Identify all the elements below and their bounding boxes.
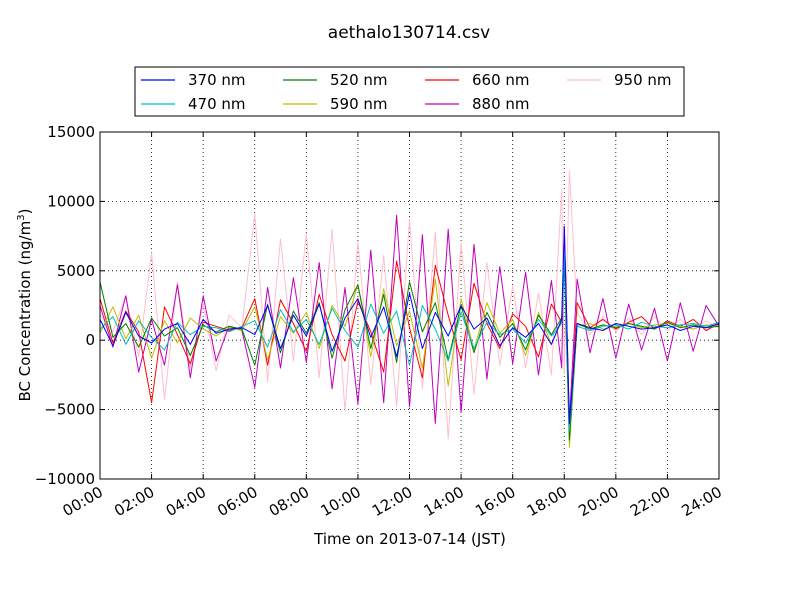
- y-tick-label: −5000: [44, 401, 95, 419]
- legend-label: 880 nm: [472, 95, 530, 113]
- x-axis-label: Time on 2013-07-14 (JST): [313, 530, 506, 548]
- y-tick-label: 15000: [47, 123, 95, 141]
- legend-label: 520 nm: [330, 71, 388, 89]
- series-line-880nm: [99, 214, 720, 424]
- y-axis-label-superscript: 3: [16, 214, 27, 220]
- legend-label: 470 nm: [188, 95, 246, 113]
- axis-ticks: [99, 131, 720, 480]
- legend-label: 950 nm: [614, 71, 672, 89]
- legend-label: 660 nm: [472, 71, 530, 89]
- legend-frame: [134, 66, 685, 117]
- y-tick-label: 0: [85, 331, 95, 349]
- legend: 370 nm 470 nm 520 nm 590 nm 660 nm 880 nm 950 …: [134, 66, 685, 117]
- legend-label: 590 nm: [330, 95, 388, 113]
- y-tick-label: −10000: [35, 470, 95, 488]
- y-tick-label: 10000: [47, 192, 95, 210]
- y-axis-label-end: ): [16, 209, 34, 215]
- series-layer: [99, 170, 720, 448]
- legend-label: 370 nm: [188, 71, 246, 89]
- y-tick-labels: 15000 10000 5000 0 −5000 −10000: [35, 123, 95, 488]
- y-axis-label-main: BC Concentration (ng/m: [16, 221, 34, 402]
- y-tick-label: 5000: [57, 262, 95, 280]
- y-axis-label: BC Concentration (ng/m3): [16, 209, 34, 402]
- chart-title: aethalo130714.csv: [328, 23, 490, 43]
- series-line-370nm: [99, 225, 720, 424]
